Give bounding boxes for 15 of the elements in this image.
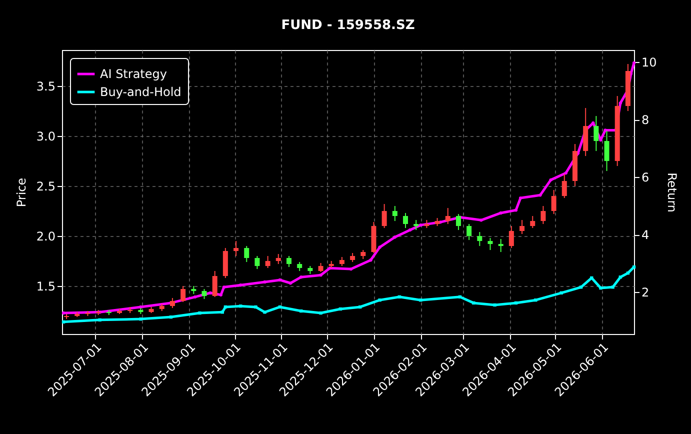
y2-tick-label: 8 [642,113,650,128]
y-tick-label: 3.5 [36,80,56,94]
y-axis-title: Price [14,178,28,208]
y-tick-label: 2.0 [36,230,56,244]
y-tick-label: 2.5 [36,180,56,194]
y2-tick-label: 2 [642,286,650,300]
legend-label: AI Strategy [100,67,167,81]
y2-tick-label: 6 [642,170,650,185]
y-tick-label: 3.0 [36,130,56,144]
chart-title: FUND - 159558.SZ [281,18,415,33]
y2-tick-label: 4 [642,228,650,242]
legend-label: Buy-and-Hold [100,85,182,99]
y2-axis-title: Return [664,172,679,212]
y-tick-label: 1.5 [36,280,56,294]
y2-tick-label: 10 [642,56,657,70]
